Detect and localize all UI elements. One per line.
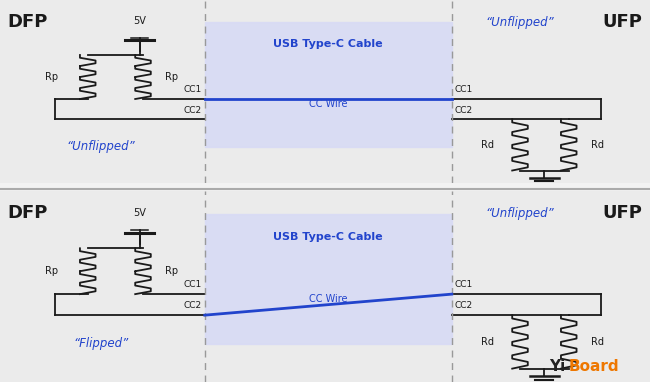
Text: Board: Board: [569, 359, 619, 374]
Text: CC2: CC2: [183, 105, 202, 115]
Text: 5V: 5V: [133, 16, 146, 26]
Text: Rp: Rp: [46, 266, 58, 276]
Text: CC1: CC1: [455, 86, 473, 94]
Text: DFP: DFP: [8, 204, 48, 222]
Text: Rp: Rp: [46, 72, 58, 82]
Text: CC1: CC1: [183, 280, 202, 290]
Text: USB Type-C Cable: USB Type-C Cable: [274, 39, 383, 49]
Text: Rd: Rd: [591, 140, 604, 150]
Text: Rd: Rd: [481, 337, 494, 347]
Text: UFP: UFP: [603, 204, 642, 222]
Text: “Unflipped”: “Unflipped”: [66, 140, 135, 153]
Text: CC2: CC2: [455, 301, 473, 310]
Bar: [205, 22, 452, 147]
Text: UFP: UFP: [603, 13, 642, 31]
Text: “Flipped”: “Flipped”: [73, 337, 129, 350]
Text: Rp: Rp: [165, 72, 178, 82]
Text: CC Wire: CC Wire: [309, 294, 348, 304]
Text: “Unflipped”: “Unflipped”: [486, 16, 554, 29]
Text: CC1: CC1: [455, 280, 473, 290]
Text: 5V: 5V: [133, 208, 146, 218]
Text: USB Type-C Cable: USB Type-C Cable: [274, 232, 383, 242]
Text: Rd: Rd: [591, 337, 604, 347]
Text: Rp: Rp: [165, 266, 178, 276]
Text: “Unflipped”: “Unflipped”: [486, 207, 554, 220]
Text: Rd: Rd: [481, 140, 494, 150]
Text: DFP: DFP: [8, 13, 48, 31]
Text: CC1: CC1: [183, 86, 202, 94]
Text: CC Wire: CC Wire: [309, 99, 348, 108]
Bar: [205, 214, 452, 344]
Text: CC2: CC2: [455, 105, 473, 115]
Text: Yi: Yi: [549, 359, 566, 374]
Text: CC2: CC2: [183, 301, 202, 310]
